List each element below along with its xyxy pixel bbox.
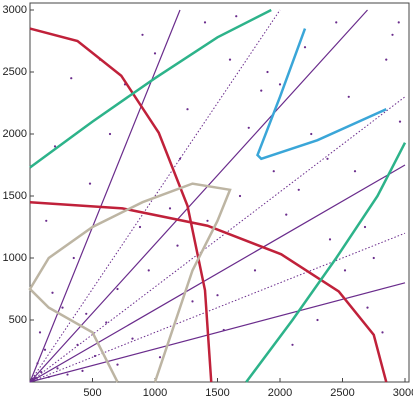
point	[235, 15, 238, 18]
point	[397, 21, 400, 24]
curve	[29, 96, 406, 383]
point	[66, 373, 69, 376]
point	[176, 244, 179, 247]
point	[391, 33, 394, 36]
point	[61, 306, 64, 309]
point	[363, 225, 367, 229]
point	[53, 145, 57, 148]
point	[116, 287, 119, 291]
point	[381, 331, 384, 334]
point	[85, 312, 88, 315]
y-tick-label: 1000	[3, 252, 27, 264]
curve	[29, 9, 181, 383]
x-tick-label: 2500	[330, 387, 354, 399]
point	[141, 33, 144, 36]
point	[51, 291, 54, 294]
point	[343, 269, 347, 272]
point	[326, 157, 329, 160]
point	[297, 188, 300, 191]
curve	[256, 28, 387, 161]
point	[372, 256, 375, 260]
point	[316, 318, 319, 322]
point	[138, 225, 142, 229]
point	[228, 58, 232, 61]
x-tick-label: 500	[83, 387, 101, 399]
point	[70, 77, 73, 80]
point	[253, 269, 257, 272]
curve	[29, 9, 368, 383]
point	[186, 108, 189, 111]
curve	[29, 232, 406, 383]
point	[303, 46, 307, 49]
point	[168, 207, 172, 210]
point	[45, 219, 48, 222]
point	[285, 213, 288, 216]
point	[266, 70, 269, 74]
point	[56, 367, 59, 370]
point	[310, 132, 313, 136]
point	[353, 170, 357, 173]
y-tick-label: 500	[9, 314, 27, 326]
plot-frame	[29, 2, 410, 383]
point	[347, 95, 350, 98]
point	[335, 21, 338, 24]
point	[38, 331, 42, 334]
point	[278, 83, 282, 86]
x-tick-label: 1000	[143, 387, 167, 399]
point	[116, 363, 119, 366]
y-tick-label: 3000	[3, 4, 27, 16]
point	[108, 132, 112, 136]
curve	[29, 200, 388, 383]
point	[81, 369, 84, 372]
y-tick-label: 2500	[3, 66, 27, 78]
y-tick-label: 2000	[3, 128, 27, 140]
point	[206, 219, 209, 222]
curve	[29, 27, 213, 383]
point	[247, 126, 250, 129]
point	[147, 269, 150, 272]
point	[72, 256, 75, 260]
point	[191, 300, 194, 303]
point	[203, 21, 207, 24]
point	[43, 348, 47, 351]
point	[385, 58, 388, 61]
point	[398, 120, 402, 123]
point	[131, 337, 134, 340]
point	[105, 321, 108, 324]
curve	[29, 8, 272, 169]
point	[366, 306, 369, 309]
curve	[28, 182, 232, 383]
x-tick-label: 2000	[268, 387, 292, 399]
curve	[29, 164, 406, 383]
point	[328, 238, 332, 241]
point	[272, 170, 275, 173]
x-tick-label: 3000	[393, 387, 413, 399]
x-tick-label: 1500	[205, 387, 229, 399]
curve	[29, 282, 406, 383]
point	[291, 343, 294, 346]
point	[238, 194, 242, 198]
point	[153, 52, 157, 55]
curve	[245, 142, 407, 383]
point	[260, 89, 263, 92]
point	[158, 356, 162, 359]
point	[216, 294, 219, 297]
point	[88, 182, 92, 185]
y-tick-label: 1500	[3, 190, 27, 202]
